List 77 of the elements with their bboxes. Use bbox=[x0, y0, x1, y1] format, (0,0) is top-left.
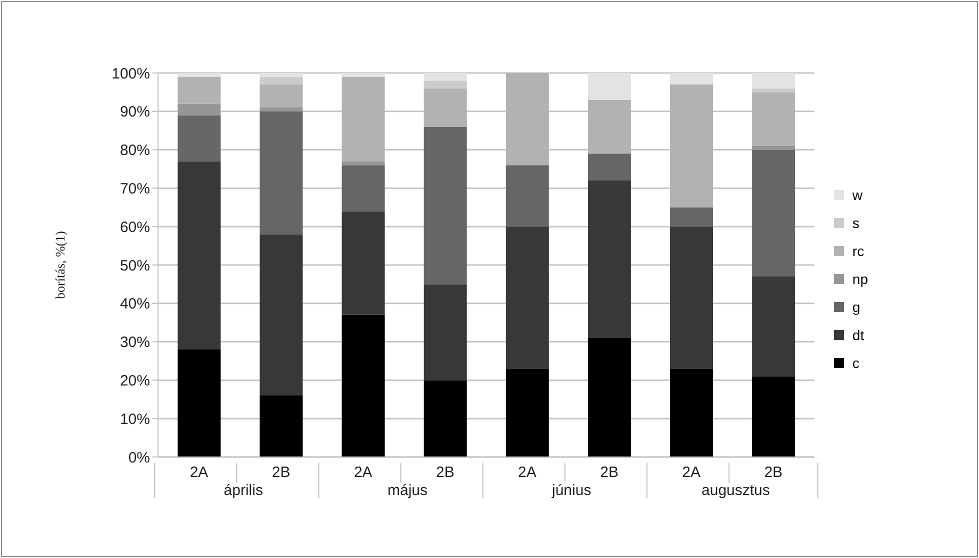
bar bbox=[260, 108, 303, 112]
x-tick-label: 2A bbox=[354, 464, 372, 481]
bar bbox=[342, 165, 385, 212]
legend-label: w bbox=[852, 187, 863, 203]
legend-label: rc bbox=[852, 243, 864, 259]
bar bbox=[588, 154, 631, 181]
bar bbox=[260, 111, 303, 234]
x-tick-label: 2A bbox=[518, 464, 536, 481]
bar bbox=[670, 207, 714, 227]
bar bbox=[752, 146, 796, 150]
bar bbox=[260, 76, 303, 85]
bar bbox=[260, 396, 303, 457]
bar bbox=[752, 276, 796, 376]
bar bbox=[178, 73, 221, 77]
y-tick-label: 0% bbox=[128, 449, 150, 466]
x-tick-label: 2A bbox=[190, 464, 208, 481]
y-tick-label: 80% bbox=[120, 142, 150, 160]
bar bbox=[342, 314, 385, 457]
y-axis-title: borítás, %(1) bbox=[52, 231, 68, 299]
bar bbox=[178, 76, 221, 104]
bar bbox=[342, 211, 385, 315]
x-tick-label: 2B bbox=[272, 464, 290, 481]
bar bbox=[342, 161, 385, 166]
bar bbox=[424, 380, 467, 457]
text: április bbox=[224, 482, 263, 499]
y-tick-label: 100% bbox=[112, 65, 150, 82]
bar bbox=[506, 73, 549, 166]
y-tick-label: 70% bbox=[120, 180, 150, 198]
bar bbox=[260, 73, 303, 77]
x-tick-label: 2B bbox=[600, 464, 618, 481]
bar bbox=[424, 73, 467, 81]
bar bbox=[178, 115, 221, 162]
legend-label: s bbox=[852, 215, 860, 231]
bar bbox=[342, 76, 385, 162]
y-tick-label: 50% bbox=[120, 257, 150, 274]
y-tick-label: 90% bbox=[120, 104, 150, 121]
bar bbox=[588, 338, 631, 457]
bar bbox=[670, 368, 714, 457]
bar bbox=[178, 349, 221, 457]
bar bbox=[588, 73, 631, 100]
x-tick-label: 2A bbox=[682, 464, 701, 481]
bar bbox=[506, 368, 549, 457]
bar bbox=[342, 73, 385, 77]
bar bbox=[260, 234, 303, 396]
x-tick-label: 2B bbox=[764, 464, 783, 481]
text: május bbox=[388, 482, 428, 499]
text: augusztus bbox=[702, 482, 770, 499]
bar bbox=[670, 226, 714, 369]
bar bbox=[506, 226, 549, 369]
bar bbox=[424, 284, 467, 380]
legend-label: dt bbox=[852, 327, 864, 343]
legend-label: np bbox=[852, 271, 868, 287]
y-tick-label: 10% bbox=[120, 410, 150, 428]
bar bbox=[670, 84, 714, 208]
bar bbox=[588, 100, 631, 154]
bar bbox=[178, 161, 221, 350]
legend-label: g bbox=[852, 299, 860, 315]
bar bbox=[424, 88, 467, 127]
bar bbox=[752, 88, 796, 92]
bar bbox=[178, 104, 221, 116]
bar bbox=[670, 73, 714, 85]
bar bbox=[752, 73, 796, 88]
y-tick-label: 40% bbox=[120, 296, 150, 313]
bar bbox=[752, 150, 796, 277]
y-tick-label: 30% bbox=[120, 334, 150, 352]
bar bbox=[424, 126, 467, 284]
x-tick-label: 2B bbox=[436, 464, 454, 481]
legend-label: c bbox=[852, 355, 860, 371]
text: június bbox=[551, 482, 592, 499]
bar bbox=[506, 165, 549, 227]
bar bbox=[752, 376, 796, 457]
bar bbox=[424, 80, 467, 88]
y-tick-label: 20% bbox=[120, 372, 150, 390]
bar bbox=[588, 180, 631, 338]
y-tick-label: 60% bbox=[120, 218, 150, 236]
bar bbox=[752, 92, 796, 146]
bar bbox=[260, 84, 303, 108]
